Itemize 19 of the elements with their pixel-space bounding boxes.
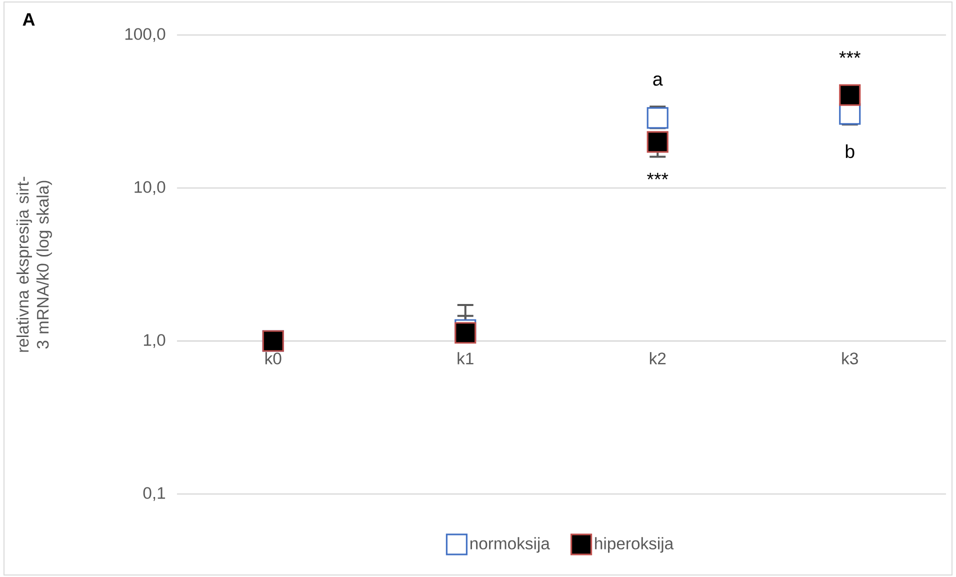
y-tick-label: 10,0 (134, 181, 166, 195)
legend-label: hiperoksija (595, 537, 674, 553)
annotation: *** (647, 172, 668, 180)
y-tick-label: 1,0 (144, 334, 166, 348)
annotation: *** (839, 51, 860, 58)
annotation: b (846, 144, 854, 158)
y-tick-label: 100,0 (125, 28, 166, 42)
point (646, 131, 668, 153)
annotation: a (653, 75, 663, 86)
y-axis-title: relativna ekspresija sirt-3 mRNA/k0 (log skala) (16, 176, 52, 352)
text: A (22, 13, 35, 26)
point (839, 103, 861, 125)
legend-label: normoksija (470, 537, 550, 553)
x-tick-label: k3 (842, 352, 858, 364)
point (839, 84, 861, 106)
y-tick-label: 0,1 (143, 487, 166, 501)
x-tick-label: k0 (265, 352, 282, 364)
x-tick-label: k1 (458, 352, 474, 364)
x-tick-label: k2 (650, 352, 666, 364)
